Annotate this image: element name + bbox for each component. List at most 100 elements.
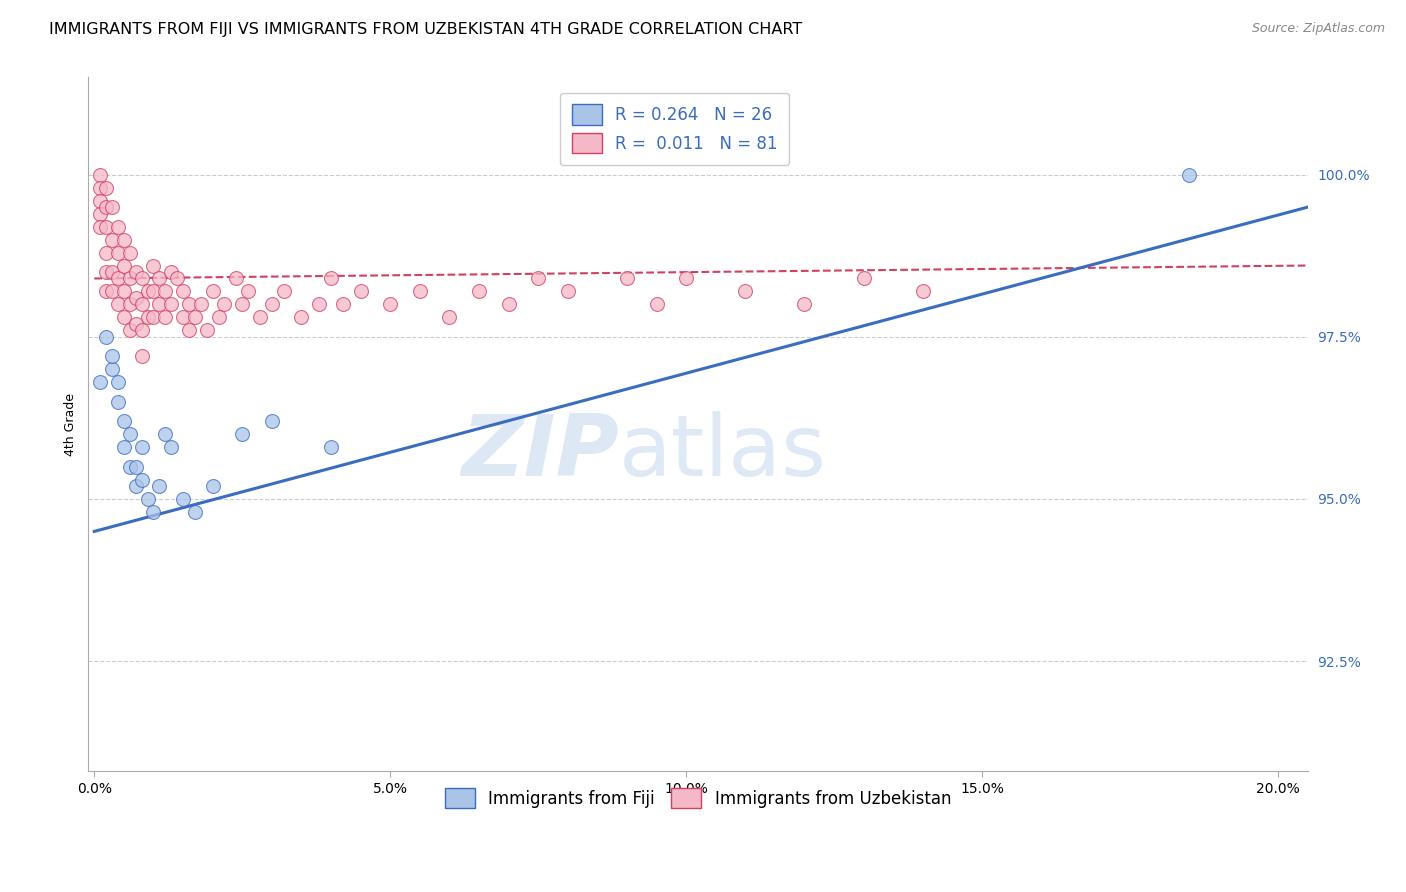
- Point: [148, 297, 170, 311]
- Point: [155, 427, 177, 442]
- Point: [94, 180, 117, 194]
- Point: [107, 219, 129, 234]
- Point: [131, 440, 153, 454]
- Point: [94, 330, 117, 344]
- Point: [380, 297, 402, 311]
- Point: [172, 310, 194, 325]
- Y-axis label: 4th Grade: 4th Grade: [65, 392, 77, 456]
- Point: [852, 271, 875, 285]
- Point: [616, 271, 638, 285]
- Point: [101, 233, 124, 247]
- Point: [468, 285, 491, 299]
- Point: [89, 376, 111, 390]
- Point: [439, 310, 461, 325]
- Point: [107, 394, 129, 409]
- Point: [112, 285, 135, 299]
- Text: ZIP: ZIP: [461, 410, 619, 493]
- Point: [131, 271, 153, 285]
- Point: [231, 297, 253, 311]
- Point: [136, 285, 159, 299]
- Point: [101, 362, 124, 376]
- Point: [136, 491, 159, 506]
- Point: [177, 297, 200, 311]
- Point: [89, 194, 111, 208]
- Point: [319, 271, 342, 285]
- Point: [675, 271, 697, 285]
- Point: [124, 291, 146, 305]
- Point: [124, 479, 146, 493]
- Point: [734, 285, 756, 299]
- Point: [142, 310, 165, 325]
- Point: [527, 271, 550, 285]
- Point: [131, 349, 153, 363]
- Point: [118, 297, 141, 311]
- Point: [155, 285, 177, 299]
- Point: [409, 285, 432, 299]
- Legend: Immigrants from Fiji, Immigrants from Uzbekistan: Immigrants from Fiji, Immigrants from Uz…: [439, 781, 957, 815]
- Point: [557, 285, 579, 299]
- Point: [214, 297, 236, 311]
- Point: [94, 285, 117, 299]
- Text: Source: ZipAtlas.com: Source: ZipAtlas.com: [1251, 22, 1385, 36]
- Point: [166, 271, 188, 285]
- Point: [793, 297, 815, 311]
- Point: [101, 285, 124, 299]
- Point: [160, 265, 183, 279]
- Point: [142, 505, 165, 519]
- Point: [89, 168, 111, 182]
- Point: [273, 285, 295, 299]
- Point: [89, 180, 111, 194]
- Point: [118, 271, 141, 285]
- Point: [225, 271, 247, 285]
- Point: [172, 491, 194, 506]
- Point: [118, 245, 141, 260]
- Point: [89, 206, 111, 220]
- Text: atlas: atlas: [619, 410, 827, 493]
- Point: [112, 310, 135, 325]
- Point: [160, 440, 183, 454]
- Point: [160, 297, 183, 311]
- Point: [190, 297, 212, 311]
- Point: [236, 285, 259, 299]
- Point: [142, 285, 165, 299]
- Point: [124, 317, 146, 331]
- Point: [89, 219, 111, 234]
- Point: [101, 265, 124, 279]
- Point: [290, 310, 312, 325]
- Point: [112, 259, 135, 273]
- Point: [231, 427, 253, 442]
- Point: [249, 310, 271, 325]
- Point: [349, 285, 371, 299]
- Point: [136, 310, 159, 325]
- Point: [94, 219, 117, 234]
- Point: [124, 459, 146, 474]
- Point: [332, 297, 354, 311]
- Point: [195, 323, 218, 337]
- Point: [319, 440, 342, 454]
- Point: [94, 245, 117, 260]
- Point: [184, 310, 207, 325]
- Point: [112, 233, 135, 247]
- Point: [118, 323, 141, 337]
- Point: [131, 297, 153, 311]
- Point: [308, 297, 330, 311]
- Point: [177, 323, 200, 337]
- Point: [184, 505, 207, 519]
- Point: [107, 376, 129, 390]
- Point: [645, 297, 668, 311]
- Point: [118, 459, 141, 474]
- Point: [94, 265, 117, 279]
- Point: [94, 200, 117, 214]
- Point: [107, 245, 129, 260]
- Point: [124, 265, 146, 279]
- Point: [148, 479, 170, 493]
- Point: [911, 285, 934, 299]
- Point: [172, 285, 194, 299]
- Point: [260, 414, 283, 428]
- Point: [101, 349, 124, 363]
- Point: [1178, 168, 1201, 182]
- Point: [101, 200, 124, 214]
- Point: [155, 310, 177, 325]
- Point: [107, 297, 129, 311]
- Point: [498, 297, 520, 311]
